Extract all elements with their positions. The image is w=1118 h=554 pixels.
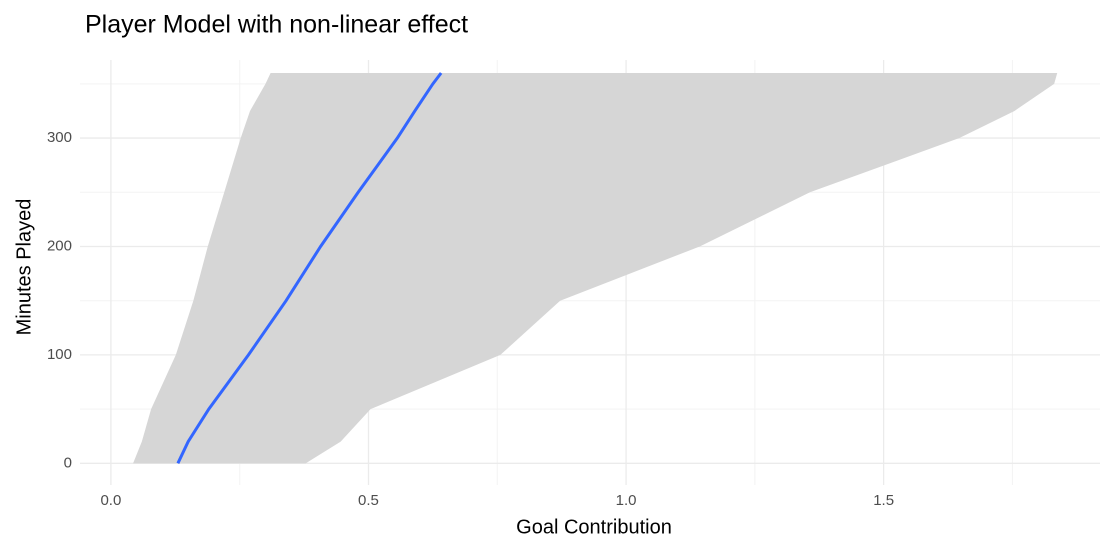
y-tick-label: 300 [47,129,72,146]
y-tick-label: 0 [64,454,72,471]
fit-line [176,72,443,464]
x-tick-label: 1.5 [873,492,894,509]
x-axis-label: Goal Contribution [516,516,672,538]
confidence-band [133,73,1058,464]
chart-title: Player Model with non-linear effect [85,11,468,39]
y-tick-label: 200 [47,237,72,254]
x-tick-label: 0.0 [100,492,121,509]
y-tick-label: 100 [47,346,72,363]
y-axis-label: Minutes Played [13,199,35,336]
x-tick-label: 1.0 [616,492,637,509]
x-tick-label: 0.5 [358,492,379,509]
